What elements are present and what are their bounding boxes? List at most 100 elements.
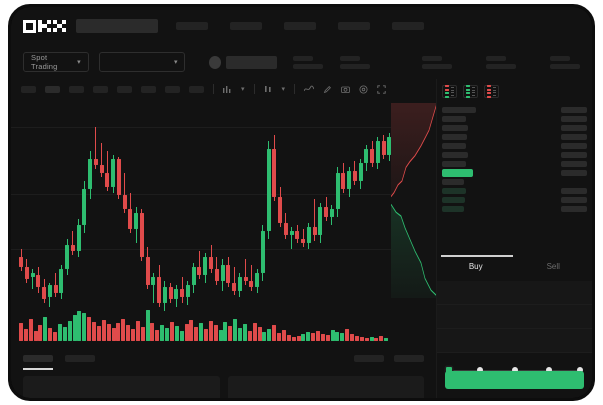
buy-submit-button[interactable] bbox=[445, 371, 584, 389]
order-field-amount[interactable] bbox=[437, 305, 592, 329]
volume-bar bbox=[121, 319, 126, 341]
ob-mode-asks[interactable] bbox=[484, 85, 499, 98]
okx-logo-x bbox=[53, 19, 66, 33]
orderbook-row[interactable] bbox=[442, 177, 587, 186]
market-depth-overlay[interactable] bbox=[391, 103, 437, 298]
slider-node-0%[interactable] bbox=[446, 366, 452, 373]
timeframe-chip-2[interactable] bbox=[45, 85, 60, 93]
trading-app: Spot Trading ▾ ▾ bbox=[11, 7, 592, 398]
tab-sell[interactable]: Sell bbox=[546, 262, 560, 271]
search-input[interactable] bbox=[76, 19, 158, 33]
timeframe-chip-7[interactable] bbox=[165, 85, 180, 93]
gridline-2 bbox=[11, 194, 436, 195]
timeframe-chip-3[interactable] bbox=[69, 85, 84, 93]
stat-24h-change bbox=[293, 55, 323, 69]
volume-bar bbox=[130, 329, 135, 341]
pencil-icon[interactable] bbox=[323, 85, 332, 94]
orderbook-row[interactable] bbox=[442, 114, 587, 123]
volume-bar bbox=[199, 323, 204, 341]
volume-bar bbox=[272, 325, 277, 341]
orderbook-row[interactable] bbox=[442, 195, 587, 204]
chevron-down-icon: ▾ bbox=[77, 58, 81, 66]
orderbook-size-cell bbox=[561, 124, 587, 131]
volume-bar bbox=[150, 323, 155, 341]
chevron-down-icon: ▾ bbox=[174, 58, 178, 66]
trading-mode-select[interactable]: Spot Trading ▾ bbox=[23, 52, 89, 72]
ob-mode-bids[interactable] bbox=[463, 85, 478, 98]
chevron-down-icon[interactable]: ▾ bbox=[241, 85, 245, 93]
timeframe-chip-4[interactable] bbox=[93, 85, 108, 93]
timeframe-chip-1[interactable] bbox=[21, 85, 36, 93]
volume-bar bbox=[311, 333, 316, 341]
chart-type-icon[interactable] bbox=[264, 85, 273, 93]
chevron-down-icon-2[interactable]: ▾ bbox=[281, 85, 286, 93]
slider-node-75%[interactable] bbox=[545, 366, 552, 373]
volume-bar bbox=[340, 333, 345, 341]
nav-item-3[interactable] bbox=[284, 22, 316, 30]
price-chart[interactable] bbox=[11, 99, 436, 347]
order-field-price[interactable] bbox=[437, 281, 592, 305]
bp-tab-open-orders[interactable] bbox=[23, 355, 53, 362]
volume-bar bbox=[135, 321, 140, 341]
order-field-total[interactable] bbox=[437, 329, 592, 353]
orderbook-row[interactable] bbox=[442, 204, 587, 213]
bp-card-right[interactable] bbox=[227, 376, 424, 398]
tab-buy[interactable]: Buy bbox=[468, 262, 483, 271]
volume-bar bbox=[67, 321, 72, 341]
bp-tab-order-history[interactable] bbox=[65, 355, 95, 362]
amount-slider[interactable] bbox=[446, 365, 583, 375]
volume-bar bbox=[238, 328, 243, 341]
slider-node-50%[interactable] bbox=[511, 366, 518, 373]
stat-24h-volume bbox=[486, 55, 516, 69]
pair-select[interactable]: ▾ bbox=[98, 52, 185, 72]
volume-bar bbox=[325, 335, 330, 341]
orders-panel-actions bbox=[354, 355, 424, 362]
timeframe-chip-6[interactable] bbox=[141, 85, 156, 93]
volume-bar bbox=[23, 329, 28, 341]
volume-bar bbox=[364, 338, 369, 341]
stat-24h-low bbox=[422, 55, 452, 69]
volume-bar bbox=[116, 323, 121, 341]
nav-item-2[interactable] bbox=[230, 22, 262, 30]
okx-logo-icon[interactable] bbox=[23, 19, 66, 33]
indicators-icon[interactable] bbox=[223, 85, 232, 93]
orderbook-row[interactable] bbox=[442, 123, 587, 132]
settings-icon[interactable] bbox=[359, 85, 368, 94]
orderbook-price-cell bbox=[442, 142, 466, 149]
orderbook-price-cell bbox=[442, 133, 467, 140]
fullscreen-icon[interactable] bbox=[377, 84, 386, 94]
orderbook-row[interactable] bbox=[442, 168, 587, 177]
bp-card-left[interactable] bbox=[23, 376, 220, 398]
slider-node-25%[interactable] bbox=[477, 366, 484, 373]
volume-bar bbox=[320, 334, 325, 341]
ob-mode-both[interactable] bbox=[442, 85, 457, 98]
coin-avatar-icon bbox=[208, 55, 221, 69]
orderbook[interactable] bbox=[437, 103, 592, 213]
volume-bar bbox=[218, 330, 223, 341]
bp-action-1[interactable] bbox=[354, 355, 384, 362]
bp-action-2[interactable] bbox=[394, 355, 424, 362]
orders-panel bbox=[11, 347, 436, 398]
timeframe-chip-8[interactable] bbox=[189, 85, 204, 93]
volume-bar bbox=[267, 329, 272, 341]
orderbook-row[interactable] bbox=[442, 159, 587, 168]
nav-item-5[interactable] bbox=[392, 22, 424, 30]
orderbook-row[interactable] bbox=[442, 186, 587, 195]
buy-sell-tabs: Buy Sell bbox=[437, 255, 592, 277]
line-tool-icon[interactable] bbox=[304, 85, 315, 93]
camera-icon[interactable] bbox=[341, 85, 350, 94]
depth-chart-svg bbox=[391, 103, 437, 298]
nav-item-4[interactable] bbox=[338, 22, 370, 30]
slider-node-100%[interactable] bbox=[577, 366, 583, 373]
orderbook-price-cell bbox=[442, 178, 464, 185]
orderbook-row[interactable] bbox=[442, 141, 587, 150]
orderbook-row[interactable] bbox=[442, 150, 587, 159]
volume-bar bbox=[189, 320, 194, 341]
timeframe-chip-5[interactable] bbox=[117, 85, 132, 93]
nav-item-1[interactable] bbox=[176, 22, 208, 30]
ticker-bar: Spot Trading ▾ ▾ bbox=[11, 45, 592, 79]
orders-panel-content bbox=[23, 376, 424, 398]
active-tab-underline bbox=[441, 255, 513, 257]
orderbook-size-cell bbox=[561, 142, 587, 149]
orderbook-row[interactable] bbox=[442, 132, 587, 141]
